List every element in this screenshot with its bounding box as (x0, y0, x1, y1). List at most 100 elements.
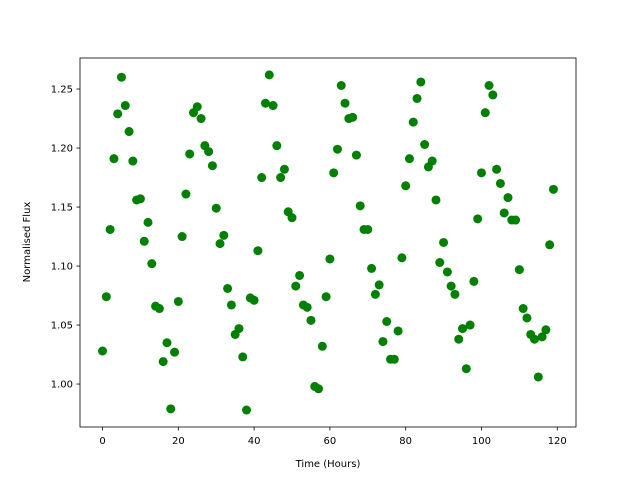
point (511, 215, 521, 225)
point (98, 346, 108, 356)
point (476, 168, 486, 178)
x-tick-label: 120 (548, 436, 567, 447)
point (185, 149, 195, 159)
x-tick-label: 100 (472, 436, 491, 447)
y-tick-label: 1.25 (51, 85, 73, 96)
point (461, 364, 471, 374)
point (367, 263, 377, 273)
point (135, 194, 145, 204)
point (495, 178, 505, 188)
point (139, 236, 149, 246)
point (226, 300, 236, 310)
point (382, 317, 392, 327)
point (514, 265, 524, 275)
point (522, 313, 532, 323)
point (162, 338, 172, 348)
point (431, 195, 441, 205)
point (332, 144, 342, 154)
point (181, 189, 191, 199)
point (548, 184, 558, 194)
point (249, 295, 259, 305)
point (435, 258, 445, 268)
point (397, 253, 407, 263)
point (196, 114, 206, 124)
point (439, 237, 449, 247)
point (355, 201, 365, 211)
point (469, 276, 479, 286)
point (404, 154, 414, 164)
point (219, 230, 229, 240)
point (374, 280, 384, 290)
point (465, 320, 475, 330)
point (173, 296, 183, 306)
point (238, 352, 248, 362)
point (317, 341, 327, 351)
point (154, 304, 164, 314)
point (329, 168, 339, 178)
y-tick-label: 1.15 (51, 203, 73, 214)
point (170, 347, 180, 357)
point (537, 332, 547, 342)
point (401, 181, 411, 191)
point (124, 127, 134, 137)
x-tick-label: 20 (172, 436, 185, 447)
point (113, 109, 123, 119)
point (279, 164, 289, 174)
y-tick-label: 1.10 (51, 262, 73, 273)
point (302, 302, 312, 312)
point (215, 239, 225, 249)
point (204, 147, 214, 157)
point (287, 213, 297, 223)
axes-frame (79, 57, 577, 428)
point (128, 156, 138, 166)
x-axis-label: Time (Hours) (295, 459, 361, 470)
point (363, 224, 373, 234)
point (242, 405, 252, 415)
point (109, 154, 119, 164)
point (325, 254, 335, 264)
point (166, 404, 176, 414)
x-tick-label: 80 (399, 436, 412, 447)
point (408, 117, 418, 127)
point (370, 289, 380, 299)
y-axis-label: Normalised Flux (22, 202, 33, 283)
point (177, 232, 187, 242)
point (393, 326, 403, 336)
point (442, 267, 452, 277)
point (450, 289, 460, 299)
point (484, 80, 494, 90)
point (473, 214, 483, 224)
point (541, 325, 551, 335)
point (253, 246, 263, 256)
point (306, 315, 316, 325)
point (545, 240, 555, 250)
point (105, 224, 115, 234)
point (533, 372, 543, 382)
point (276, 173, 286, 183)
point (116, 72, 126, 82)
y-tick-label: 1.20 (51, 144, 73, 155)
point (257, 173, 267, 183)
y-tick-label: 1.00 (51, 380, 73, 391)
point (458, 324, 468, 334)
point (234, 324, 244, 334)
point (389, 354, 399, 364)
point (120, 101, 130, 111)
point (348, 112, 358, 122)
point (101, 292, 111, 302)
point (446, 281, 456, 291)
point (321, 292, 331, 302)
point (211, 203, 221, 213)
point (268, 101, 278, 111)
point (336, 80, 346, 90)
y-tick-label: 1.05 (51, 321, 73, 332)
point (488, 90, 498, 100)
point (503, 193, 513, 203)
point (192, 102, 202, 112)
point (492, 164, 502, 174)
x-tick-label: 60 (324, 436, 337, 447)
point (530, 334, 540, 344)
point (518, 304, 528, 314)
